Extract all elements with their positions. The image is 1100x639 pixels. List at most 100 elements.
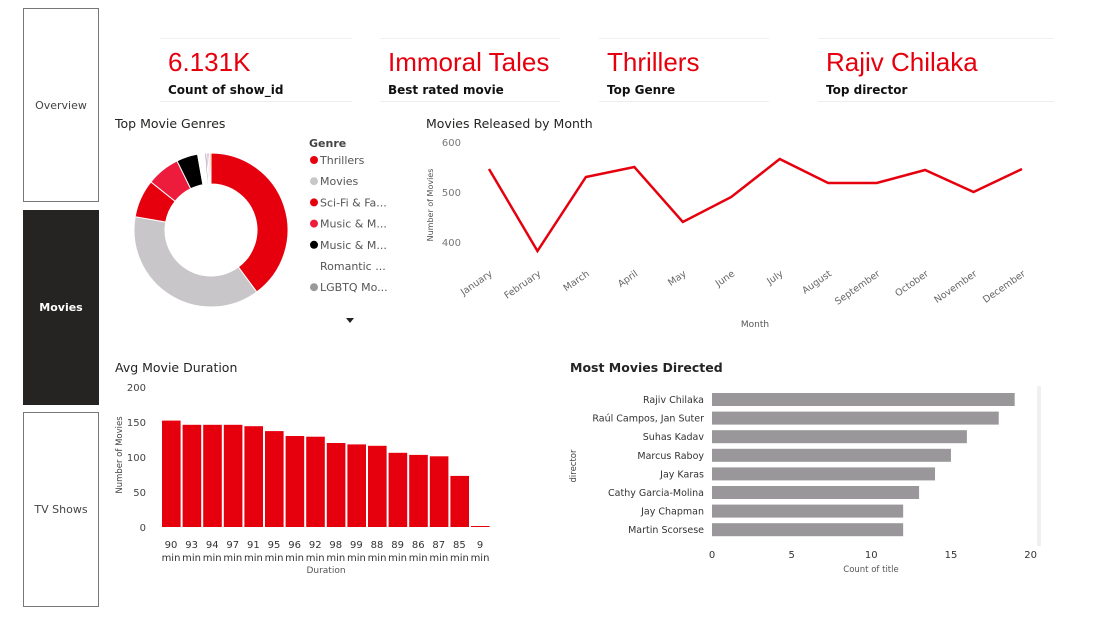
bar xyxy=(244,426,263,527)
bar xyxy=(285,436,305,527)
bar xyxy=(306,436,325,527)
x-tick-label: 95 xyxy=(268,540,281,551)
bar xyxy=(712,504,904,518)
x-tick-label: min xyxy=(203,553,222,564)
x-tick-label: min xyxy=(326,553,345,564)
x-tick-label: min xyxy=(285,553,304,564)
donut-slice xyxy=(210,152,289,293)
legend-marker xyxy=(310,198,318,207)
bar xyxy=(265,431,284,527)
bar xyxy=(712,467,936,481)
bar xyxy=(429,456,449,527)
x-tick-label: min xyxy=(429,553,448,564)
x-tick-label: 88 xyxy=(371,540,384,551)
scrollbar[interactable] xyxy=(1037,386,1041,546)
x-tick-label: 85 xyxy=(453,540,466,551)
x-axis-label: Count of title xyxy=(843,565,898,575)
x-tick-label: 20 xyxy=(1024,550,1037,561)
bar xyxy=(409,454,428,527)
line-series xyxy=(487,157,1023,254)
nav-movies[interactable]: Movies xyxy=(23,210,99,405)
bar xyxy=(347,444,366,527)
x-tick-label: min xyxy=(368,553,387,564)
x-tick-label: 0 xyxy=(709,550,715,561)
kpi-card-top-director: Rajiv Chilaka Top director xyxy=(818,38,1054,102)
nav-overview[interactable]: Overview xyxy=(23,8,99,202)
y-tick-label: 0 xyxy=(140,523,146,534)
hbar-title: Most Movies Directed xyxy=(570,360,723,375)
x-tick-label: min xyxy=(265,553,284,564)
kpi-card-top-genre: Thrillers Top Genre xyxy=(599,38,769,102)
x-tick-label: 91 xyxy=(247,540,260,551)
nav-label: Overview xyxy=(35,98,87,112)
nav-tv-shows[interactable]: TV Shows xyxy=(23,412,99,607)
x-tick-label: 86 xyxy=(412,540,425,551)
bar xyxy=(388,452,408,527)
legend-item: Sci-Fi & Fa... xyxy=(320,196,387,209)
bar xyxy=(223,424,243,527)
kpi-label: Top director xyxy=(826,83,908,97)
y-axis-label: Number of Movies xyxy=(426,169,435,242)
x-tick-label: August xyxy=(800,268,834,296)
bar xyxy=(450,475,469,527)
bar xyxy=(712,393,1015,406)
kpi-label: Top Genre xyxy=(607,83,676,97)
y-axis-label: Number of Movies xyxy=(115,416,125,494)
x-tick-label: 97 xyxy=(226,540,239,551)
x-tick-label: 15 xyxy=(945,550,958,561)
legend-item: LGBTQ Mo... xyxy=(320,281,388,294)
y-tick-label: Martin Scorsese xyxy=(628,525,704,536)
kpi-value: Thrillers xyxy=(607,47,700,77)
nav-label: TV Shows xyxy=(34,503,88,516)
x-tick-label: 89 xyxy=(391,540,404,551)
x-tick-label: April xyxy=(616,268,640,289)
bar xyxy=(712,448,951,462)
bar xyxy=(182,424,202,527)
x-tick-label: 99 xyxy=(350,540,363,551)
x-tick-label: min xyxy=(244,553,263,564)
legend-title: Genre xyxy=(309,137,346,150)
x-tick-label: min xyxy=(388,553,407,564)
y-tick-label: Jay Karas xyxy=(659,469,704,480)
x-tick-label: December xyxy=(981,268,1028,305)
x-tick-label: min xyxy=(306,553,325,564)
x-tick-label: May xyxy=(666,268,689,288)
legend-item: Movies xyxy=(320,175,359,188)
x-tick-label: November xyxy=(932,268,979,305)
y-tick-label: 400 xyxy=(442,238,461,249)
bar xyxy=(368,445,387,527)
x-tick-label: 87 xyxy=(432,540,445,551)
y-tick-label: Cathy Garcia-Molina xyxy=(608,488,704,499)
x-tick-label: min xyxy=(450,553,469,564)
x-tick-label: January xyxy=(458,268,495,298)
donut-slice xyxy=(133,216,258,308)
x-tick-label: min xyxy=(409,553,428,564)
kpi-value: 6.131K xyxy=(168,47,251,77)
x-tick-label: September xyxy=(833,268,882,307)
x-tick-label: June xyxy=(713,268,737,290)
x-tick-label: July xyxy=(764,268,785,288)
x-tick-label: min xyxy=(223,553,242,564)
legend-marker xyxy=(310,240,318,249)
y-tick-label: 100 xyxy=(127,453,146,464)
bar xyxy=(203,424,222,527)
legend-item: Music & M... xyxy=(320,218,387,231)
y-tick-label: Suhas Kadav xyxy=(643,432,705,443)
y-tick-label: 600 xyxy=(442,138,461,149)
donut-slice xyxy=(209,152,212,185)
x-axis-label: Duration xyxy=(306,566,345,576)
y-tick-label: 500 xyxy=(442,188,461,199)
caret-down-icon[interactable] xyxy=(346,318,354,323)
legend-item: Thrillers xyxy=(319,154,365,167)
x-tick-label: 10 xyxy=(865,550,878,561)
kpi-value: Rajiv Chilaka xyxy=(826,47,978,77)
x-tick-label: 96 xyxy=(288,540,301,551)
legend-marker xyxy=(310,283,318,292)
line-title: Movies Released by Month xyxy=(426,116,593,131)
bar xyxy=(712,430,967,444)
nav-label: Movies xyxy=(39,301,83,314)
x-tick-label: October xyxy=(893,268,931,299)
legend-item: Music & M... xyxy=(320,239,387,252)
y-tick-label: Marcus Raboy xyxy=(637,451,704,462)
x-tick-label: March xyxy=(562,268,592,294)
